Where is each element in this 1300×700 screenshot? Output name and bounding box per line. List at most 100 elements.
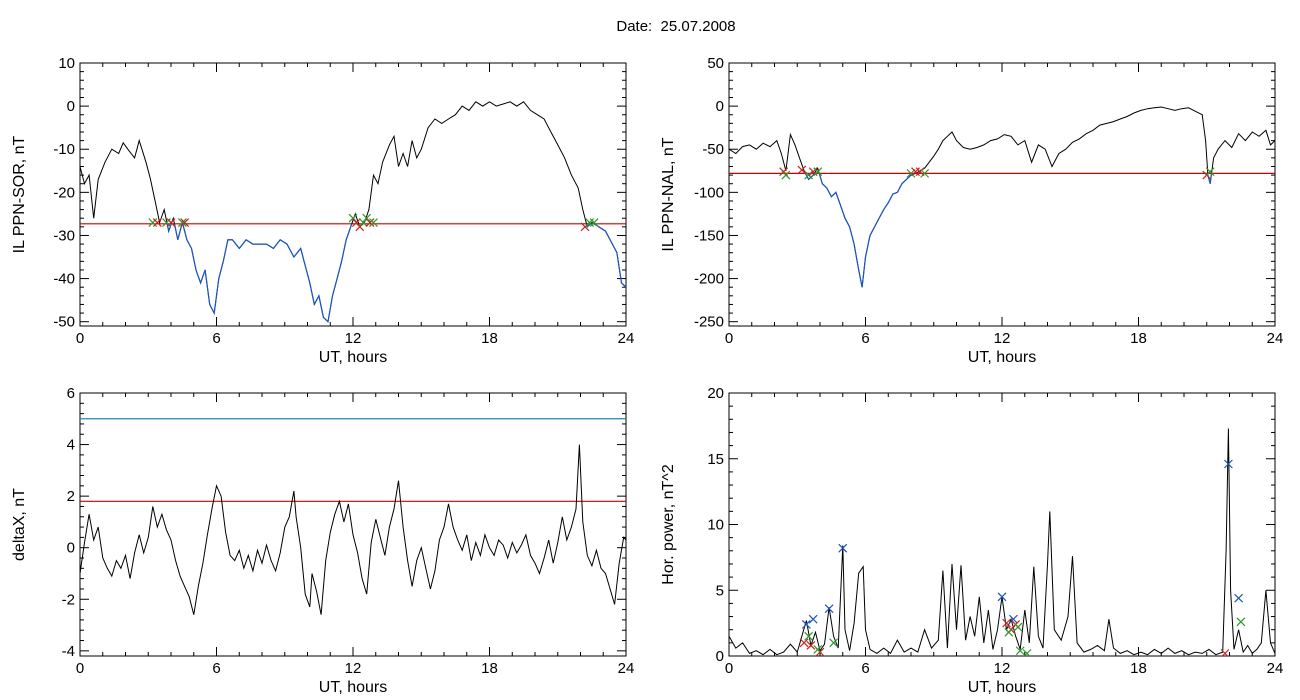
marker-stroke <box>1221 648 1230 656</box>
marker-stroke <box>813 167 823 177</box>
y-tick-label: -40 <box>53 271 75 288</box>
marker-point <box>177 218 187 227</box>
marker-point <box>915 167 925 177</box>
marker-stroke <box>806 641 816 650</box>
y-axis-label: deltaX, nT <box>11 488 28 561</box>
marker-stroke <box>166 218 176 227</box>
series-below-threshold <box>818 172 916 288</box>
x-tick-label: 18 <box>481 330 498 347</box>
marker-point <box>801 620 811 629</box>
marker-point <box>1013 622 1023 632</box>
marker-stroke <box>365 218 375 227</box>
marker-point <box>804 631 814 641</box>
marker-stroke <box>362 213 372 223</box>
marker-point <box>348 213 358 223</box>
marker-stroke <box>906 168 916 178</box>
marker-stroke <box>829 638 839 648</box>
y-axis-label: IL PPN-SOR, nT <box>11 135 28 253</box>
marker-point <box>799 638 809 648</box>
marker-point <box>1004 627 1014 637</box>
x-tick-label: 18 <box>1130 660 1147 677</box>
series-below-threshold <box>593 223 626 288</box>
y-tick-label: 2 <box>67 488 75 505</box>
series-line <box>729 106 1275 288</box>
marker-point <box>824 604 834 614</box>
series-below-threshold <box>182 223 353 323</box>
marker-stroke <box>1008 614 1018 624</box>
marker-point <box>1015 646 1025 656</box>
marker-stroke <box>838 543 848 553</box>
marker-point <box>781 170 791 180</box>
marker-point <box>369 218 378 227</box>
marker-stroke <box>779 167 789 177</box>
chart-ppn-sor: 0 6 12 18 24 10 0 -10 -20 -30 -40 -50 UT, hours IL PP… <box>11 55 634 366</box>
x-axis-label: UT, hours <box>319 679 387 696</box>
plot-area <box>729 428 1275 656</box>
y-tick-label: 10 <box>707 517 724 534</box>
marker-point <box>906 168 916 178</box>
marker-stroke <box>808 614 818 624</box>
marker-stroke <box>1002 618 1011 628</box>
plot-frame <box>728 62 1276 327</box>
y-tick-label: -4 <box>62 643 75 660</box>
marker-point <box>362 213 372 223</box>
series-line <box>80 444 626 615</box>
marker-point <box>351 218 361 227</box>
marker-point <box>358 218 368 227</box>
y-tick-label: -250 <box>694 314 724 331</box>
y-tick-label: -100 <box>694 184 724 201</box>
marker-stroke <box>804 170 814 180</box>
x-tick-label: 6 <box>212 660 220 677</box>
y-tick-label: 0 <box>67 98 75 115</box>
marker-stroke <box>1013 622 1023 632</box>
y-tick-label: 6 <box>67 385 75 402</box>
x-axis-label: UT, hours <box>968 679 1036 696</box>
marker-point <box>1022 648 1032 656</box>
y-tick-label: -20 <box>53 184 75 201</box>
marker-stroke <box>1236 617 1246 627</box>
series-below-threshold <box>173 223 183 240</box>
y-axis-label: IL PPN-NAL, nT <box>660 137 677 251</box>
x-tick-label: 12 <box>345 660 362 677</box>
marker-point <box>180 218 190 227</box>
chart-deltax: 0 6 12 18 24 6 4 2 0 -2 -4 UT, hours deltaX, nT <box>11 385 634 696</box>
marker-stroke <box>804 631 814 641</box>
x-tick-label: 0 <box>76 660 84 677</box>
marker-stroke <box>358 218 368 227</box>
plot-frame <box>79 62 627 327</box>
marker-stroke <box>180 218 190 227</box>
x-axis-label: UT, hours <box>968 349 1036 366</box>
marker-point <box>365 218 375 227</box>
plot-area <box>80 101 626 323</box>
y-tick-label: -50 <box>53 314 75 331</box>
marker-stroke <box>1223 459 1233 469</box>
marker-point <box>1234 593 1244 603</box>
marker-point <box>1008 614 1018 624</box>
marker-point <box>589 218 599 227</box>
x-tick-label: 6 <box>861 660 869 677</box>
x-tick-label: 18 <box>481 660 498 677</box>
series-line <box>80 101 626 323</box>
marker-point <box>804 170 814 180</box>
chart-ppn-nal: 0 6 12 18 24 50 0 -50 -100 -150 -200 -250 UT, hours I… <box>660 55 1283 366</box>
y-tick-label: 0 <box>716 98 724 115</box>
y-tick-label: 0 <box>67 540 75 557</box>
marker-stroke <box>351 218 361 227</box>
marker-point <box>148 218 158 227</box>
marker-stroke <box>920 168 930 178</box>
marker-point <box>355 222 365 232</box>
x-tick-label: 12 <box>345 330 362 347</box>
y-tick-label: -150 <box>694 227 724 244</box>
x-tick-label: 24 <box>1267 660 1284 677</box>
y-tick-label: -200 <box>694 271 724 288</box>
marker-stroke <box>177 218 187 227</box>
marker-point <box>997 592 1007 602</box>
x-tick-label: 6 <box>212 330 220 347</box>
y-axis-label: Hor. power, nT^2 <box>660 464 677 585</box>
marker-point <box>829 638 839 648</box>
marker-stroke <box>824 604 834 614</box>
y-tick-label: -10 <box>53 141 75 158</box>
x-tick-label: 18 <box>1130 330 1147 347</box>
marker-point <box>1220 648 1230 656</box>
